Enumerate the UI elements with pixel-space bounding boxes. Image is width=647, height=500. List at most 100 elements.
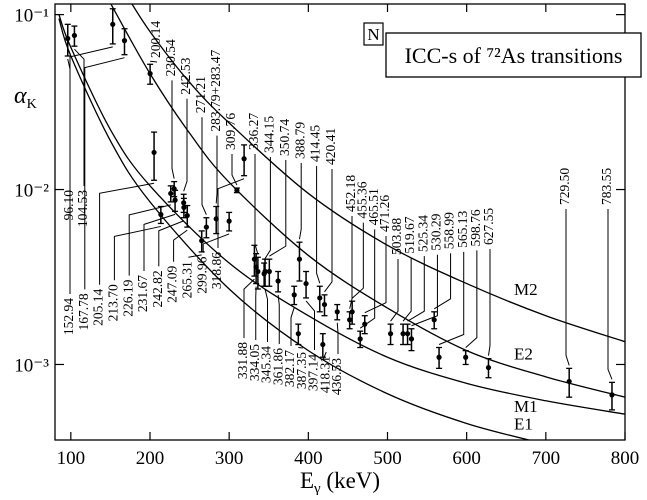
data-point xyxy=(405,331,410,336)
x-tick-label: 400 xyxy=(294,448,323,469)
x-label-rest: (keV) xyxy=(321,468,380,493)
data-point xyxy=(122,38,127,43)
energy-label: 420.41 xyxy=(323,128,338,165)
energy-label: 242.53 xyxy=(178,57,193,94)
leader-line xyxy=(74,49,84,186)
energy-label: 436.53 xyxy=(329,358,344,395)
x-tick-label: 200 xyxy=(136,448,165,469)
data-point xyxy=(322,302,327,307)
data-point xyxy=(317,295,322,300)
leader-line xyxy=(218,179,244,248)
curve-label: M1 xyxy=(514,397,538,416)
data-point xyxy=(292,292,297,297)
x-tick-label: 500 xyxy=(373,448,402,469)
data-point xyxy=(151,150,156,155)
energy-label: 283.79+283.47 xyxy=(208,49,223,131)
y-axis-label: αK xyxy=(14,83,37,112)
energy-label: 167.78 xyxy=(76,293,91,330)
data-point xyxy=(168,191,173,196)
leader-line xyxy=(434,253,450,309)
energy-label: 271.21 xyxy=(193,76,208,113)
leader-line xyxy=(216,136,217,204)
leader-line xyxy=(488,249,490,356)
x-tick-label: 800 xyxy=(611,448,640,469)
data-point xyxy=(199,238,204,243)
energy-label: 96.10 xyxy=(61,190,76,221)
data-point xyxy=(148,71,153,76)
leader-line xyxy=(85,58,125,290)
data-point xyxy=(400,331,405,336)
leader-line xyxy=(70,47,113,294)
data-point xyxy=(320,342,325,347)
energy-label: 388.79 xyxy=(292,122,307,159)
tag: N xyxy=(367,25,379,44)
x-tick-label: 300 xyxy=(215,448,244,469)
data-point xyxy=(409,336,414,341)
leader-line xyxy=(202,117,206,215)
y-tick-label: 10⁻¹ xyxy=(14,6,49,27)
leader-line xyxy=(408,256,425,321)
energy-label: 344.15 xyxy=(261,116,276,153)
data-point xyxy=(463,355,468,360)
leader-line xyxy=(184,99,187,191)
leader-line xyxy=(324,169,332,292)
data-point xyxy=(296,331,301,336)
energy-label: 729.50 xyxy=(557,168,572,205)
energy-label: 350.74 xyxy=(277,119,292,156)
y-label-main: α xyxy=(14,83,27,109)
energy-label: 226.19 xyxy=(120,279,135,316)
x-tick-label: 700 xyxy=(532,448,561,469)
data-point xyxy=(358,336,363,341)
y-label-sub: K xyxy=(27,97,37,112)
data-point xyxy=(255,269,260,274)
y-tick-label: 10⁻³ xyxy=(14,355,49,376)
leader-line xyxy=(255,154,258,254)
data-point xyxy=(350,309,355,314)
x-axis-label: Eγ (keV) xyxy=(300,468,380,495)
leader-line xyxy=(403,258,411,322)
leader-line xyxy=(150,61,157,62)
chart-title: ICC-s of ⁷²As transitions xyxy=(405,43,623,68)
data-point xyxy=(227,219,232,224)
energy-label: 205.14 xyxy=(91,289,106,326)
leader-line xyxy=(337,323,338,354)
energy-label: 230.54 xyxy=(163,39,178,76)
energy-label: 318.86 xyxy=(209,252,224,289)
energy-label: 414.45 xyxy=(308,125,323,162)
leader-line xyxy=(439,252,464,345)
energy-label: 299.96 xyxy=(194,256,209,293)
leader-line xyxy=(172,80,174,178)
leader-line xyxy=(466,250,477,347)
energy-label: 309.76 xyxy=(223,113,238,150)
leader-line xyxy=(244,279,254,338)
data-point xyxy=(486,365,491,370)
energy-label: 200.14 xyxy=(148,21,163,58)
data-point xyxy=(234,188,239,193)
data-point xyxy=(297,257,302,262)
leader-line xyxy=(566,209,569,365)
data-point xyxy=(241,156,246,161)
data-point xyxy=(609,392,614,397)
leader-line xyxy=(265,289,267,342)
leader-line xyxy=(264,157,270,260)
data-point xyxy=(185,213,190,218)
data-point xyxy=(65,36,70,41)
data-point xyxy=(388,331,393,336)
data-point xyxy=(172,198,177,203)
energy-label: 627.55 xyxy=(481,208,496,245)
energy-label: 336.27 xyxy=(246,113,261,150)
data-point xyxy=(436,355,441,360)
leader-line xyxy=(350,216,352,309)
x-label-main: E xyxy=(300,468,314,493)
energy-label: 104.53 xyxy=(75,190,90,227)
x-tick-label: 600 xyxy=(452,448,481,469)
data-point xyxy=(567,379,572,384)
energy-label: 242.82 xyxy=(150,270,165,307)
energy-label: 213.70 xyxy=(105,284,120,321)
leader-line xyxy=(269,160,285,256)
x-tick-label: 100 xyxy=(57,448,86,469)
curve-label: M2 xyxy=(514,280,538,299)
leader-line xyxy=(360,229,374,328)
